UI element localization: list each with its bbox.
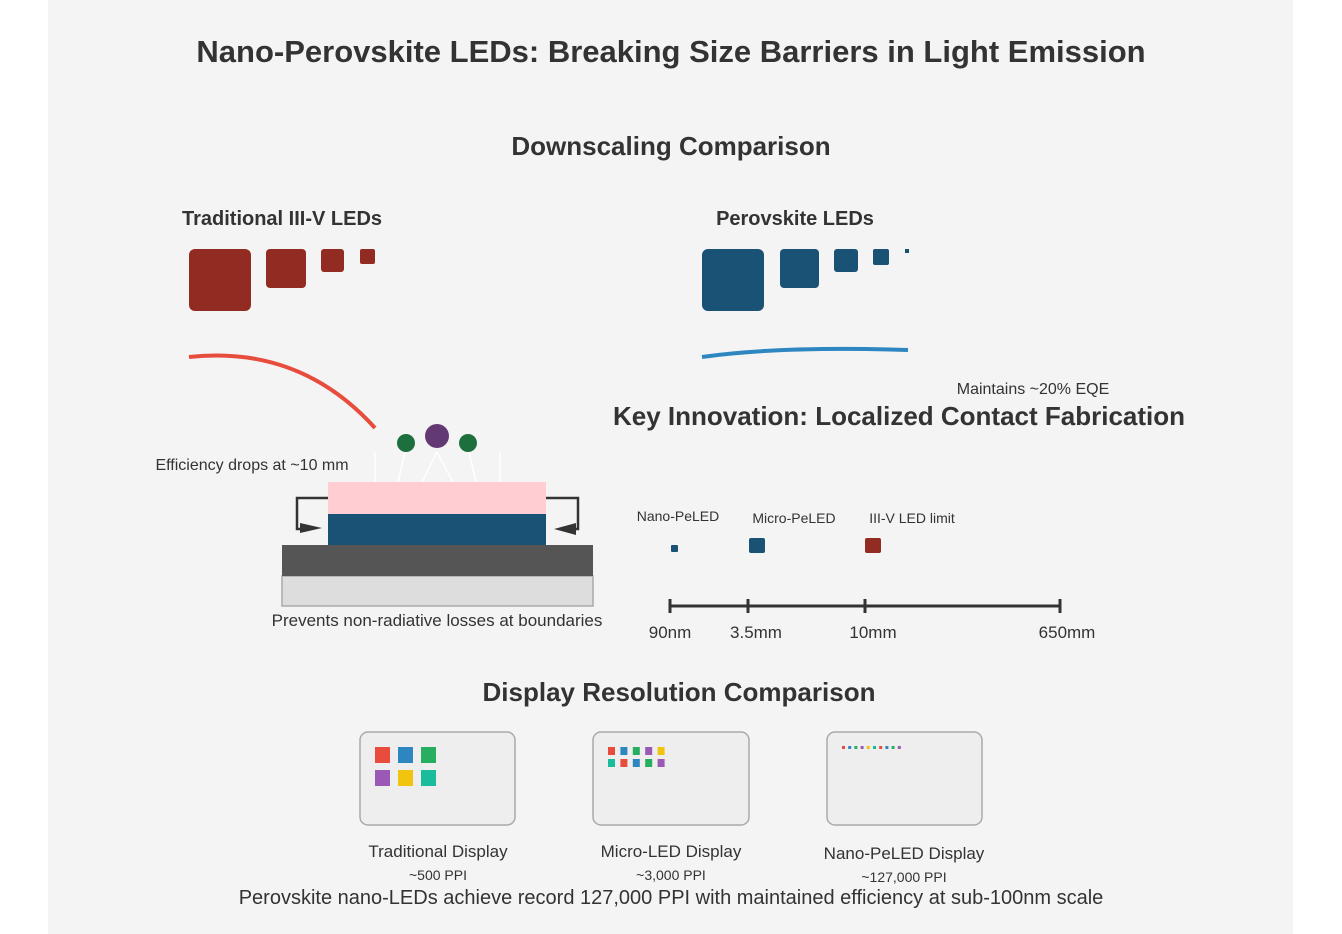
display-pixel [375,747,390,763]
arrowhead-icon [554,523,576,535]
display-pixel [854,746,858,749]
display-ppi: ~127,000 PPI [861,869,946,885]
led-square [321,249,344,272]
display-traditional: Traditional Display ~500 PPI [359,731,516,883]
innovation-heading: Key Innovation: Localized Contact Fabric… [613,401,1185,431]
traditional-led-squares [189,249,375,311]
display-pixel [842,746,845,749]
display-pixel [860,746,864,749]
device-cross-section [281,424,594,607]
traditional-efficiency-curve [188,353,377,430]
display-pixel [873,746,876,749]
size-scale: Nano-PeLED Micro-PeLED III-V LED limit 9… [637,508,1096,642]
scale-tick-label: 90nm [649,623,692,642]
display-pixel [848,746,852,749]
display-pixel [879,746,883,749]
perovskite-label: Perovskite LEDs [716,208,874,230]
display-pixel [632,759,640,767]
display-pixel [897,746,901,749]
scale-tick-label: 3.5mm [730,623,782,642]
emission-lines [374,451,501,483]
scale-tick-label: 650mm [1039,623,1096,642]
display-ppi: ~3,000 PPI [636,867,706,883]
display-label: Traditional Display [368,842,508,861]
page-title: Nano-Perovskite LEDs: Breaking Size Barr… [196,34,1145,69]
photon-icon [425,424,449,448]
display-pixel [657,759,665,767]
display-pixel [608,759,615,767]
led-square [360,249,375,264]
downscaling-heading: Downscaling Comparison [511,131,830,161]
display-pixel [375,770,390,786]
led-square [905,249,909,253]
footer-caption: Perovskite nano-LEDs achieve record 127,… [239,887,1104,909]
display-pixel [620,747,628,755]
substrate-layer [281,575,594,607]
display-micro-led: Micro-LED Display ~3,000 PPI [592,731,750,883]
top-layer [328,482,546,514]
display-pixel [657,747,665,755]
display-label: Nano-PeLED Display [824,844,985,863]
led-square [873,249,889,265]
display-pixel [421,747,436,763]
arrowhead-icon [300,523,322,533]
display-pixel [620,759,628,767]
led-square [780,249,819,288]
display-pixel [398,747,413,763]
iii-v-limit-square [865,538,881,553]
display-pixel [866,746,870,749]
led-square [266,249,306,288]
display-pixel [885,746,889,749]
scale-label: Nano-PeLED [637,508,720,524]
display-label: Micro-LED Display [601,842,742,861]
scale-label: III-V LED limit [869,510,955,526]
active-layer [328,514,546,545]
nano-peled-square [671,545,678,552]
led-square [189,249,251,311]
traditional-label: Traditional III-V LEDs [182,208,382,230]
displays-heading: Display Resolution Comparison [483,677,876,707]
display-pixel [421,770,436,786]
led-square [702,249,764,311]
photon-icon [397,434,415,452]
perovskite-led-squares [702,249,909,311]
perovskite-note: Maintains ~20% EQE [957,381,1110,398]
display-nano-peled: Nano-PeLED Display ~127,000 PPI [824,731,985,885]
traditional-note: Efficiency drops at ~10 mm [155,457,348,474]
scale-label: Micro-PeLED [752,510,835,526]
display-frame [826,731,983,826]
scale-tick-label: 10mm [849,623,896,642]
photon-icon [459,434,477,452]
display-pixel [645,759,653,767]
innovation-caption: Prevents non-radiative losses at boundar… [272,611,603,630]
led-square [834,249,858,272]
perovskite-efficiency-curve [701,346,909,359]
display-pixel [645,747,653,755]
display-ppi: ~500 PPI [409,867,467,883]
display-pixel [632,747,640,755]
display-pixel [891,746,895,749]
display-frame [592,731,750,826]
electrode-layer [282,545,593,576]
display-pixel [608,747,615,755]
display-pixel [398,770,413,786]
micro-peled-square [749,538,765,553]
